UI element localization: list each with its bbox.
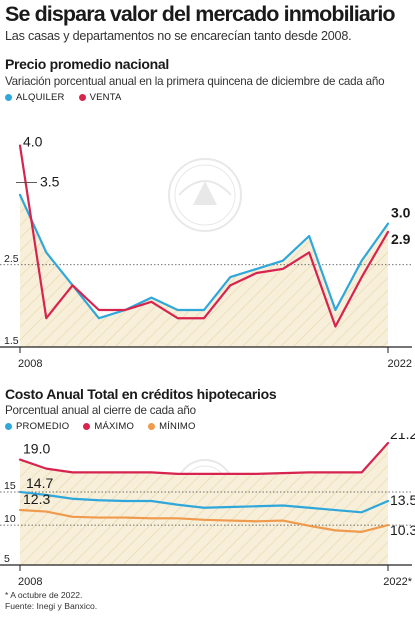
series-line-alquiler [18,193,390,320]
chart-1-subtitle: Variación porcentual anual en la primera… [5,75,385,88]
legend-label-minimo: MÍNIMO [159,421,196,432]
legend-label-maximo: MÁXIMO [94,421,135,432]
chart-2-legend: PROMEDIO MÁXIMO MÍNIMO [5,421,196,432]
watermark-seal-icon [168,158,242,232]
data-label: 12.3 [23,491,50,507]
series-line-venta [18,144,390,328]
legend-item-maximo: MÁXIMO [83,421,134,432]
series-line-mínimo [18,508,390,533]
chart-1-title: Precio promedio nacional [5,56,169,72]
legend-swatch-venta [78,94,86,101]
page-subtitle: Las casas y departamentos no se encarecí… [5,29,352,43]
y-tick-label: 5 [4,553,10,565]
data-label: 13.5 [390,492,415,508]
data-label: 19.0 [23,441,50,457]
legend-item-alquiler: ALQUILER [5,92,65,103]
data-label: 21.2 [390,433,415,442]
x-tick-label: 2022* [383,576,412,588]
legend-swatch-promedio [5,423,12,430]
legend-label-venta: VENTA [89,92,122,103]
y-tick-label: 1.5 [4,335,19,347]
footnote-source: Fuente: Inegi y Banxico. [5,601,98,611]
legend-label-promedio: PROMEDIO [16,421,70,432]
data-label: 14.7 [26,475,53,491]
legend-swatch-alquiler [5,94,12,101]
legend-item-venta: VENTA [78,92,122,103]
data-label: 4.0 [23,133,43,149]
page-title: Se dispara valor del mercado inmobiliari… [5,2,396,26]
area-fill [20,194,388,347]
chart-2-subtitle: Porcentual anual al cierre de cada año [5,404,196,417]
x-tick-label: 2008 [18,358,42,370]
footnote-note: * A octubre de 2022. [5,590,83,600]
chart-precio-promedio: 2.5 1.5 2008 2022 4.0 3.5 3.0 2.9 [0,133,412,370]
chart-costo-anual-total: 15 10 5 2008 2022* 19.0 14.712.3 21.2 13.5 10.3 [0,433,415,588]
data-label: 3.5 [40,174,60,190]
series-line-promedio [18,490,390,514]
data-label: 2.9 [391,231,411,247]
legend-swatch-minimo [148,423,156,430]
legend-swatch-maximo [83,423,91,430]
y-tick-label: 2.5 [4,253,19,265]
legend-item-promedio: PROMEDIO [5,421,69,432]
series-line-máximo [18,441,390,475]
x-tick-label: 2022 [388,358,412,370]
data-label: 3.0 [391,205,411,221]
area-fill [20,443,388,565]
legend-label-alquiler: ALQUILER [16,92,65,103]
data-label: 10.3 [390,522,415,538]
legend-item-minimo: MÍNIMO [148,421,196,432]
y-tick-label: 10 [4,513,16,525]
chart-2-title: Costo Anual Total en créditos hipotecari… [5,386,277,402]
y-tick-label: 15 [4,480,16,492]
x-tick-label: 2008 [18,576,42,588]
chart-1-legend: ALQUILER VENTA [5,92,122,103]
